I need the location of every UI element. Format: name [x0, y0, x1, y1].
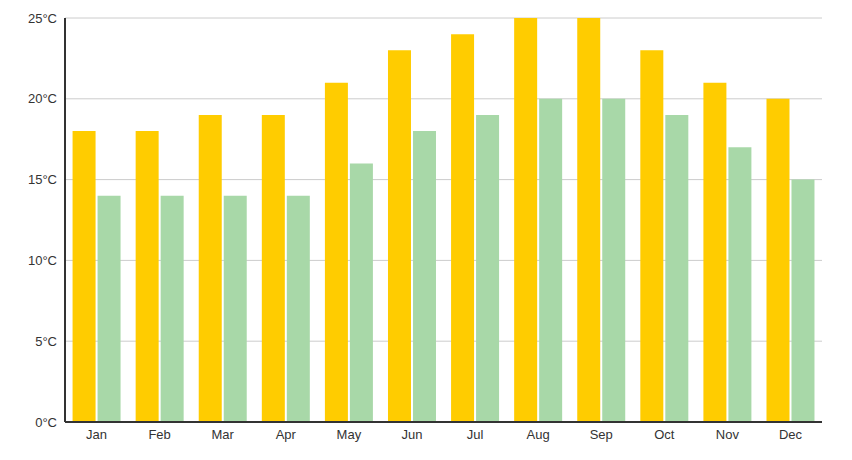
svg-text:Dec: Dec	[779, 427, 803, 442]
svg-text:Oct: Oct	[654, 427, 675, 442]
svg-text:Sep: Sep	[590, 427, 613, 442]
svg-text:Aug: Aug	[527, 427, 550, 442]
svg-text:Feb: Feb	[148, 427, 170, 442]
svg-text:Jun: Jun	[401, 427, 422, 442]
svg-text:10°C: 10°C	[28, 253, 57, 268]
svg-text:Apr: Apr	[276, 427, 297, 442]
svg-text:20°C: 20°C	[28, 91, 57, 106]
svg-text:Mar: Mar	[212, 427, 235, 442]
svg-text:15°C: 15°C	[28, 172, 57, 187]
svg-text:Jan: Jan	[86, 427, 107, 442]
svg-text:0°C: 0°C	[35, 415, 57, 430]
svg-text:Jul: Jul	[467, 427, 484, 442]
svg-text:5°C: 5°C	[35, 334, 57, 349]
svg-text:May: May	[337, 427, 362, 442]
svg-text:25°C: 25°C	[28, 11, 57, 26]
svg-text:Nov: Nov	[716, 427, 740, 442]
